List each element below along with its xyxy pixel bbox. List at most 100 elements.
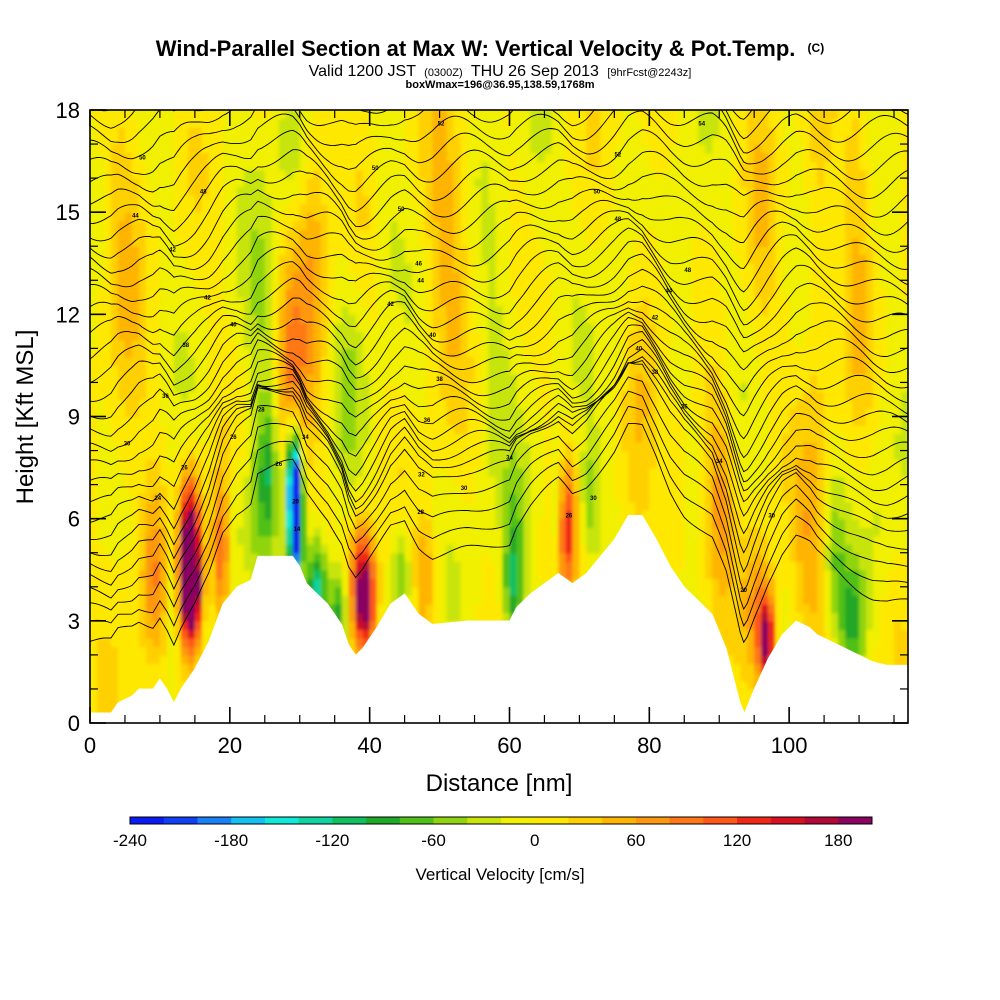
w-cell — [439, 203, 448, 213]
w-cell — [418, 254, 427, 264]
w-cell — [355, 348, 364, 358]
w-cell — [348, 416, 357, 426]
w-cell — [397, 144, 406, 154]
w-cell — [474, 161, 483, 171]
w-cell — [117, 144, 126, 154]
w-cell — [530, 348, 539, 358]
w-cell — [369, 169, 378, 179]
w-cell — [439, 254, 448, 264]
w-cell — [390, 237, 399, 247]
w-cell — [264, 127, 273, 137]
w-cell — [194, 450, 203, 460]
w-cell — [229, 314, 238, 324]
w-cell — [257, 535, 266, 545]
w-cell — [488, 450, 497, 460]
w-cell — [96, 195, 105, 205]
w-cell — [509, 348, 518, 358]
w-cell — [306, 169, 315, 179]
w-cell — [439, 322, 448, 333]
w-cell — [523, 271, 532, 281]
w-cell — [341, 169, 350, 179]
w-cell — [334, 161, 343, 171]
w-cell — [152, 518, 161, 528]
w-cell — [159, 535, 168, 545]
w-cell — [131, 331, 140, 341]
w-cell — [250, 331, 259, 341]
w-cell — [551, 169, 560, 179]
w-cell — [124, 459, 133, 469]
w-cell — [341, 118, 350, 128]
w-cell — [173, 331, 182, 341]
w-cell — [439, 331, 448, 341]
w-cell — [103, 212, 112, 222]
w-cell — [236, 535, 245, 545]
w-cell — [124, 501, 133, 511]
w-cell — [369, 552, 378, 562]
w-cell — [327, 535, 336, 545]
w-cell — [495, 237, 504, 247]
w-cell — [558, 407, 567, 418]
w-cell — [390, 484, 399, 494]
w-cell — [544, 186, 553, 196]
w-cell — [299, 331, 308, 341]
w-cell — [418, 586, 427, 596]
w-cell — [460, 595, 469, 605]
w-cell — [138, 212, 147, 222]
w-cell — [299, 569, 308, 579]
w-cell — [362, 484, 371, 494]
w-cell — [453, 203, 462, 213]
w-cell — [110, 220, 119, 230]
w-cell — [117, 331, 126, 341]
w-cell — [446, 297, 455, 307]
w-cell — [446, 263, 455, 273]
w-cell — [516, 595, 525, 605]
w-cell — [271, 493, 280, 503]
w-cell — [390, 110, 399, 120]
w-cell — [313, 382, 322, 392]
w-cell — [194, 178, 203, 188]
w-cell — [425, 356, 434, 367]
w-cell — [201, 407, 210, 418]
w-cell — [544, 416, 553, 426]
w-cell — [558, 399, 567, 409]
w-cell — [152, 603, 161, 614]
w-cell — [474, 493, 483, 503]
w-cell — [250, 510, 259, 520]
w-cell — [243, 382, 252, 392]
w-cell — [292, 195, 301, 205]
w-cell — [243, 263, 252, 273]
w-cell — [355, 280, 364, 290]
w-cell — [285, 484, 294, 494]
w-cell — [145, 535, 154, 545]
w-cell — [194, 407, 203, 418]
w-cell — [369, 365, 378, 375]
w-cell — [159, 450, 168, 460]
w-cell — [509, 356, 518, 367]
w-cell — [397, 246, 406, 256]
w-cell — [320, 356, 329, 367]
w-cell — [250, 518, 259, 528]
w-cell — [320, 493, 329, 503]
w-cell — [495, 288, 504, 298]
w-cell — [411, 110, 420, 120]
w-cell — [257, 476, 266, 486]
w-cell — [306, 237, 315, 247]
w-cell — [152, 493, 161, 503]
w-cell — [299, 237, 308, 247]
w-cell — [474, 314, 483, 324]
w-cell — [103, 442, 112, 452]
w-cell — [537, 382, 546, 392]
w-cell — [509, 552, 518, 562]
w-cell — [495, 561, 504, 571]
w-cell — [404, 246, 413, 256]
w-cell — [250, 280, 259, 290]
w-cell — [397, 493, 406, 503]
w-cell — [299, 220, 308, 230]
w-cell — [502, 220, 511, 230]
w-cell — [271, 433, 280, 443]
w-cell — [341, 459, 350, 469]
w-cell — [425, 322, 434, 333]
w-cell — [390, 271, 399, 281]
w-cell — [369, 612, 378, 622]
w-cell — [523, 467, 532, 477]
